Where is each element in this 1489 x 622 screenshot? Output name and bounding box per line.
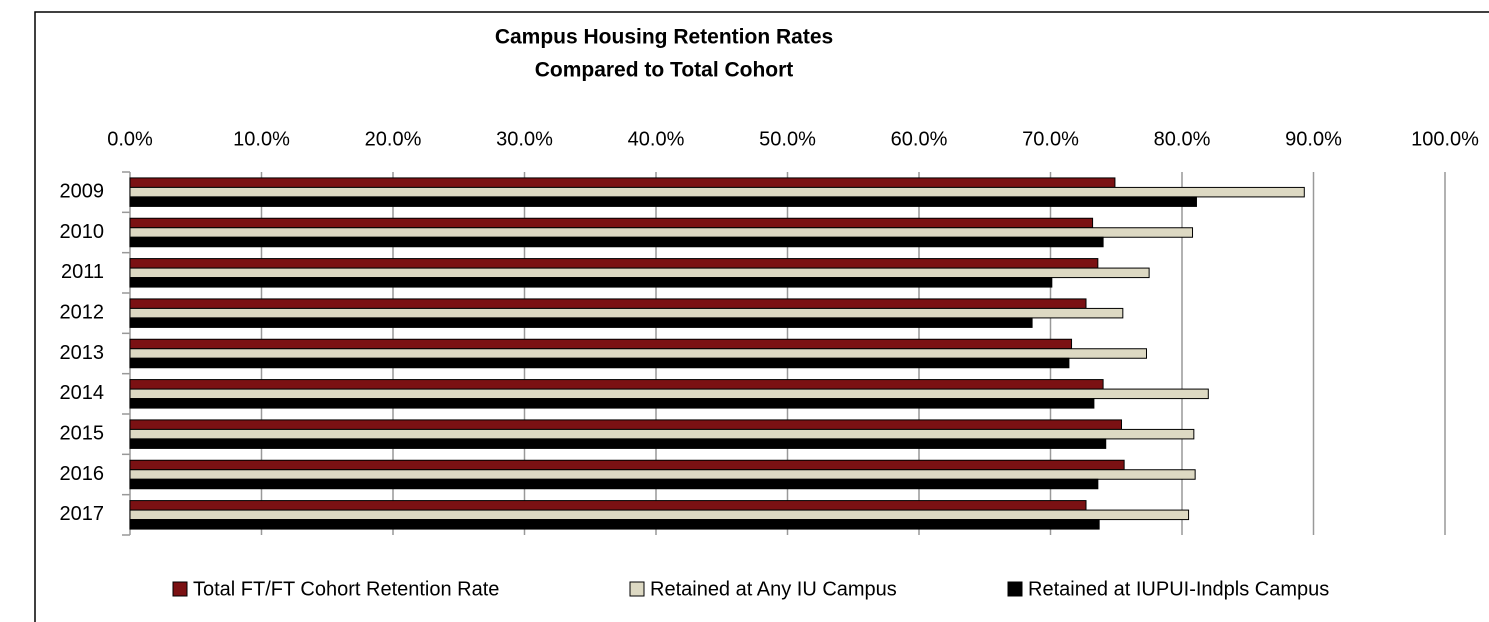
chart-border bbox=[34, 11, 1489, 622]
bar bbox=[129, 338, 1073, 350]
bar bbox=[129, 419, 1123, 430]
x-tick-label: 90.0% bbox=[1285, 128, 1342, 150]
x-tick-label: 20.0% bbox=[365, 128, 422, 150]
x-tick-label: 0.0% bbox=[107, 128, 153, 150]
y-tick-label: 2012 bbox=[60, 301, 105, 323]
x-tick-label: 30.0% bbox=[496, 128, 553, 150]
bar bbox=[129, 177, 1116, 188]
bar bbox=[129, 298, 1087, 309]
bar bbox=[129, 348, 1147, 359]
x-tick-label: 40.0% bbox=[628, 128, 685, 150]
bar bbox=[129, 500, 1087, 511]
bar bbox=[129, 469, 1196, 480]
x-tick-label: 80.0% bbox=[1154, 128, 1211, 150]
legend-label: Retained at IUPUI-Indpls Campus bbox=[1028, 578, 1329, 600]
bar bbox=[129, 438, 1107, 449]
legend-swatch bbox=[629, 581, 645, 597]
y-tick-label: 2011 bbox=[61, 261, 104, 283]
bar bbox=[129, 196, 1197, 207]
bar bbox=[129, 277, 1053, 288]
bar bbox=[129, 478, 1099, 490]
x-tick-label: 60.0% bbox=[891, 128, 948, 150]
legend-swatch bbox=[172, 581, 188, 597]
bar bbox=[129, 217, 1094, 229]
bar bbox=[129, 519, 1100, 530]
legend-label: Total FT/FT Cohort Retention Rate bbox=[193, 578, 499, 600]
y-tick-label: 2009 bbox=[60, 180, 105, 202]
y-tick-label: 2015 bbox=[60, 422, 105, 444]
bar bbox=[129, 357, 1070, 369]
bar bbox=[129, 307, 1124, 319]
legend-label: Retained at Any IU Campus bbox=[650, 578, 897, 600]
chart-title: Campus Housing Retention Rates bbox=[495, 26, 833, 49]
bar bbox=[129, 379, 1104, 390]
y-tick-label: 2013 bbox=[60, 342, 105, 364]
bar bbox=[129, 267, 1150, 279]
x-tick-label: 10.0% bbox=[233, 128, 290, 150]
x-tick-label: 100.0% bbox=[1411, 128, 1479, 150]
bar bbox=[129, 459, 1125, 471]
bar bbox=[129, 388, 1209, 400]
x-tick-label: 70.0% bbox=[1022, 128, 1079, 150]
bar bbox=[129, 317, 1033, 328]
y-tick-label: 2016 bbox=[60, 463, 105, 485]
y-tick-label: 2017 bbox=[60, 503, 105, 525]
bar bbox=[129, 428, 1195, 440]
bar bbox=[129, 227, 1194, 238]
bar bbox=[129, 258, 1099, 269]
chart-subtitle: Compared to Total Cohort bbox=[535, 59, 794, 82]
bar bbox=[129, 398, 1095, 409]
x-tick-label: 50.0% bbox=[759, 128, 816, 150]
y-tick-label: 2014 bbox=[60, 382, 105, 404]
bar bbox=[129, 186, 1305, 198]
bar bbox=[129, 236, 1104, 248]
y-tick-label: 2010 bbox=[60, 221, 105, 243]
legend-swatch bbox=[1007, 581, 1023, 597]
bar bbox=[129, 509, 1190, 521]
